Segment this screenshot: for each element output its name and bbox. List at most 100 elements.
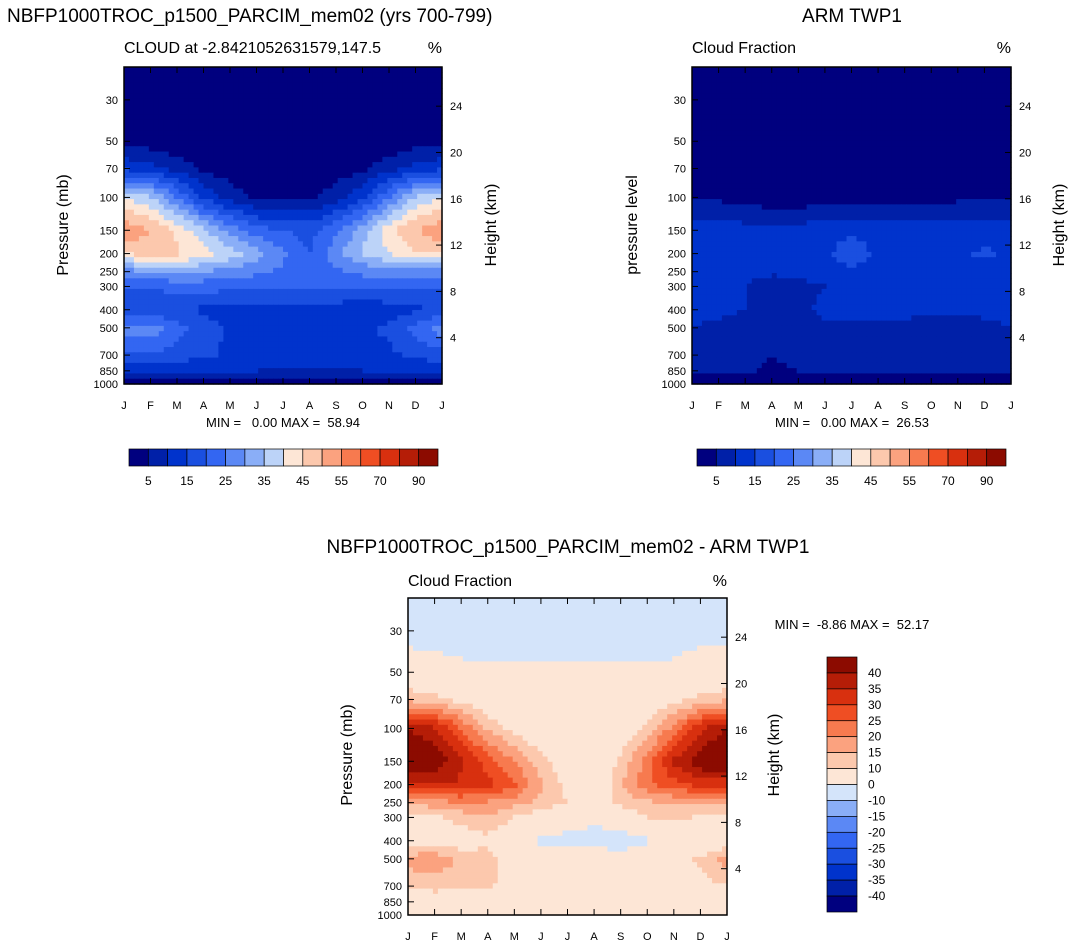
model-contour-cell [287, 251, 294, 258]
model-contour-cell [347, 188, 354, 195]
obs-contour-cell [976, 77, 982, 84]
model-contour-cell [258, 82, 264, 89]
model-contour-cell [397, 162, 403, 168]
model-contour-cell [208, 214, 215, 221]
obs-contour-cell [971, 77, 977, 84]
model-contour-cell [133, 230, 140, 237]
model-contour-cell [168, 357, 175, 364]
model-contour-cell [173, 325, 180, 332]
model-contour-cell [153, 373, 160, 380]
model-contour-cell [203, 325, 210, 332]
obs-contour-cell [981, 114, 987, 121]
model-contour-cell [317, 320, 324, 327]
model-contour-cell [412, 304, 418, 311]
model-contour-cell [397, 257, 403, 264]
model-contour-cell [297, 199, 304, 205]
obs-contour-cell [966, 82, 972, 89]
model-contour-cell [138, 362, 145, 369]
model-contour-cell [397, 140, 403, 147]
obs-contour-cell [901, 125, 907, 131]
obs-contour-cell [936, 135, 942, 142]
obs-contour-cell [841, 140, 848, 147]
model-contour-cell [377, 283, 383, 290]
model-contour-cell [307, 125, 314, 131]
model-contour-cell [302, 220, 309, 227]
obs-contour-cell [926, 103, 932, 110]
model-x-tick-label: J [280, 400, 286, 412]
model-contour-cell [148, 341, 155, 348]
obs-contour-cell [876, 72, 882, 79]
model-contour-cell [168, 88, 175, 95]
model-contour-cell [382, 204, 388, 211]
model-contour-cell [228, 278, 234, 285]
model-contour-cell [183, 362, 190, 369]
model-contour-cell [372, 214, 379, 221]
model-contour-cell [228, 246, 234, 253]
model-contour-cell [248, 103, 254, 110]
model-contour-cell [367, 177, 374, 184]
obs-contour-cell [891, 88, 897, 95]
obs-contour-cell [851, 119, 858, 126]
model-contour-cell [292, 103, 299, 110]
model-contour-cell [178, 230, 185, 237]
model-contour-cell [327, 77, 334, 84]
obs-contour-cell [981, 146, 987, 153]
obs-contour-cell [701, 93, 708, 100]
model-contour-cell [158, 109, 165, 116]
model-contour-cell [417, 283, 423, 290]
obs-contour-cell [936, 88, 942, 95]
model-contour-cell [278, 156, 284, 163]
model-contour-cell [367, 209, 374, 216]
model-contour-cell [223, 225, 229, 232]
model-contour-cell [302, 114, 309, 121]
model-contour-cell [347, 373, 354, 380]
model-contour-cell [427, 331, 433, 338]
model-contour-cell [362, 341, 369, 348]
model-contour-cell [407, 347, 413, 353]
model-contour-cell [128, 325, 135, 332]
model-contour-cell [372, 331, 379, 338]
model-contour-cell [243, 125, 249, 131]
model-contour-cell [173, 67, 180, 73]
model-contour-cell [402, 199, 408, 205]
model-contour-cell [372, 325, 379, 332]
model-contour-cell [278, 236, 284, 242]
model-contour-cell [208, 199, 215, 205]
model-contour-cell [153, 140, 160, 147]
obs-contour-cell [991, 130, 997, 137]
model-contour-cell [163, 267, 170, 274]
model-contour-cell [183, 199, 190, 205]
model-contour-cell [138, 325, 145, 332]
model-contour-cell [382, 156, 388, 163]
model-contour-cell [347, 230, 354, 237]
model-contour-cell [168, 315, 175, 322]
model-contour-cell [362, 267, 369, 274]
model-contour-cell [317, 310, 324, 316]
model-contour-cell [297, 294, 304, 301]
model-contour-cell [163, 93, 170, 100]
obs-contour-cell [711, 146, 718, 153]
obs-contour-cell [692, 93, 698, 100]
model-contour-cell [143, 162, 150, 168]
model-contour-cell [332, 88, 339, 95]
model-contour-cell [228, 135, 234, 142]
obs-contour-cell [696, 119, 703, 126]
model-contour-cell [372, 336, 379, 343]
model-contour-cell [263, 193, 269, 200]
model-colorbar-swatch [244, 448, 265, 467]
model-contour-cell [302, 241, 309, 248]
model-contour-cell [124, 214, 130, 221]
model-contour-cell [352, 294, 359, 301]
obs-contour-cell [751, 109, 758, 116]
obs-contour-cell [836, 114, 843, 121]
model-contour-cell [268, 125, 274, 131]
model-contour-cell [218, 262, 224, 269]
model-contour-cell [367, 352, 374, 359]
model-contour-cell [337, 341, 344, 348]
model-contour-cell [317, 246, 324, 253]
model-contour-cell [297, 172, 304, 179]
model-contour-cell [307, 140, 314, 147]
model-contour-cell [397, 288, 403, 295]
model-contour-cell [213, 193, 220, 200]
obs-contour-cell [986, 88, 992, 95]
